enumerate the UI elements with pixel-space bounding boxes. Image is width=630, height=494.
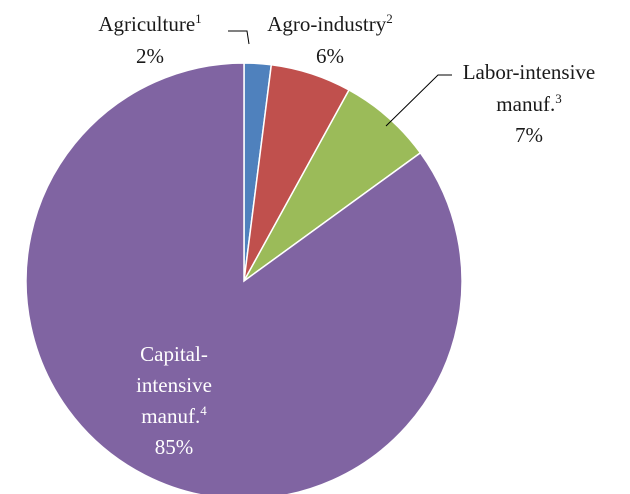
leader-line-agriculture bbox=[228, 30, 250, 45]
label-capital-intensive-manuf-value: 85% bbox=[155, 435, 194, 459]
label-capital-intensive-manuf-footnote-marker: 4 bbox=[200, 403, 207, 418]
pie-slices bbox=[25, 62, 463, 494]
label-agriculture-footnote-marker: 1 bbox=[195, 11, 202, 26]
label-agriculture-value: 2% bbox=[136, 44, 164, 68]
label-capital-intensive-manuf-name-line-3: manuf.4 bbox=[141, 403, 207, 428]
label-agriculture-name: Agriculture1 bbox=[98, 11, 201, 36]
label-agro-industry-name: Agro-industry2 bbox=[267, 11, 393, 36]
leader-lines bbox=[228, 30, 452, 127]
label-agro-industry-value: 6% bbox=[316, 44, 344, 68]
label-labor-intensive-manuf-name-line-2: manuf.3 bbox=[496, 91, 561, 116]
label-agro-industry-footnote-marker: 2 bbox=[386, 11, 393, 26]
label-capital-intensive-manuf-name-line-1: Capital- bbox=[140, 342, 208, 366]
leader-line-labor-intensive-manuf bbox=[385, 74, 452, 127]
slice-labels: Agriculture1 2% Agro-industry2 6% Labor-inte… bbox=[98, 11, 595, 459]
label-labor-intensive-manuf-footnote-marker: 3 bbox=[555, 91, 562, 106]
label-labor-intensive-manuf-name-line-1: Labor-intensive bbox=[463, 60, 596, 84]
label-labor-intensive-manuf-value: 7% bbox=[515, 123, 543, 147]
slice-capital-intensive-manuf bbox=[25, 62, 463, 494]
label-capital-intensive-manuf-name-line-2: intensive bbox=[136, 373, 212, 397]
